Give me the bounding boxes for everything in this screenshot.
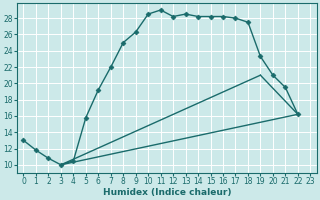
X-axis label: Humidex (Indice chaleur): Humidex (Indice chaleur) [103, 188, 231, 197]
